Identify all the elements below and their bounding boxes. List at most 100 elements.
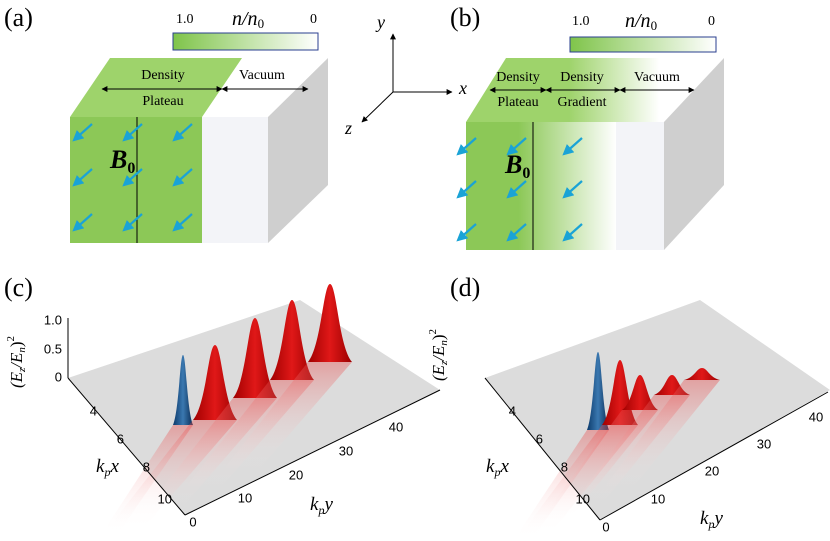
- y-axis: [184, 389, 441, 516]
- ticks: 1.0 0.5 0 4 6 8 10 0 10 20 30 40: [44, 312, 403, 529]
- tick-label: 10: [238, 490, 252, 505]
- axes-icon: y x z: [344, 12, 467, 138]
- surface: [513, 352, 720, 540]
- field-arrow: [456, 223, 477, 242]
- colorbar-title: n/n0: [232, 8, 264, 31]
- tick-label: 8: [561, 459, 568, 474]
- tick-label: 10: [576, 491, 590, 506]
- peak: [193, 345, 237, 420]
- colorbar-min: 0: [708, 14, 715, 29]
- field-arrow: [172, 213, 193, 232]
- y-axis: [599, 391, 829, 521]
- field-arrow: [122, 168, 143, 187]
- tick-label: 6: [536, 431, 543, 446]
- field-arrow: [72, 213, 93, 232]
- colorbar-max: 1.0: [176, 12, 194, 27]
- panel-b: (b) 1.0 n/n0 0 Density Plateau Density G…: [450, 3, 724, 250]
- tick-label: 40: [809, 409, 823, 424]
- z-label: (Ez/En)2: [427, 329, 450, 381]
- colorbar: [172, 32, 319, 51]
- peak: [684, 368, 720, 380]
- region-label: Density: [496, 70, 540, 85]
- region-label: Vacuum: [239, 68, 285, 83]
- colorbar-title: n/n0: [625, 10, 657, 33]
- field-arrow: [562, 180, 583, 199]
- axis-label: y: [375, 12, 385, 32]
- field-arrow: [456, 137, 477, 156]
- tick-label: 6: [117, 431, 124, 446]
- panel-d: (d) 4 6 8 10 0 10 20 30 40 (Ez/En)2 kpx kpy: [427, 273, 830, 540]
- tick-label: 1.0: [44, 312, 62, 327]
- panel-a: (a) 1.0 n/n0 0 Density Plateau Vacuum B0: [4, 3, 328, 243]
- panel-label: (a): [4, 3, 33, 32]
- tick-label: 0: [602, 519, 609, 534]
- field-label: B0: [109, 145, 135, 177]
- axis-label: z: [344, 118, 352, 138]
- peak: [587, 352, 609, 430]
- field-arrow: [506, 137, 527, 156]
- box-side: [268, 58, 328, 243]
- panel-label: (c): [4, 273, 33, 302]
- streak: [602, 380, 720, 490]
- peak: [622, 375, 658, 410]
- field-arrow: [172, 123, 193, 142]
- field-arrow: [506, 223, 527, 242]
- field-arrow: [506, 180, 527, 199]
- y-label: kpy: [310, 494, 333, 516]
- tick-label: 4: [90, 403, 97, 418]
- panel-label: (b): [450, 3, 480, 32]
- field-arrow: [456, 180, 477, 199]
- field-arrow: [72, 168, 93, 187]
- colorbar-max: 1.0: [572, 14, 590, 29]
- region-label: Plateau: [497, 95, 538, 110]
- tick-label: 4: [509, 403, 516, 418]
- tick-label: 10: [158, 491, 172, 506]
- colorbar-min: 0: [310, 12, 317, 27]
- tick-label: 20: [289, 467, 303, 482]
- vacuum-front: [202, 117, 268, 243]
- panel-label: (d): [450, 273, 480, 302]
- tick-label: 8: [143, 459, 150, 474]
- panel-c: (c) 1.0 0.5 0 4 6 8 10 0 10 20 30 40 (Ez/En)2 kpx k…: [4, 273, 441, 535]
- streak: [221, 362, 352, 472]
- field-arrow: [72, 123, 93, 142]
- field-arrow: [562, 223, 583, 242]
- surface: [101, 284, 352, 535]
- x-axis: [484, 377, 601, 521]
- tick-label: 0.5: [44, 341, 62, 356]
- tick-label: 0: [189, 514, 196, 529]
- peak: [270, 300, 314, 380]
- axis-label: x: [458, 78, 467, 98]
- field-arrow: [122, 123, 143, 142]
- tick-label: 20: [705, 463, 719, 478]
- x-label: kpx: [96, 456, 119, 478]
- field-arrow: [122, 213, 143, 232]
- tick-label: 0: [55, 369, 62, 384]
- colorbar: [569, 36, 717, 53]
- field-arrow: [172, 168, 193, 187]
- tick-label: 10: [651, 491, 665, 506]
- x-label: kpx: [486, 456, 509, 478]
- tick-label: 40: [389, 419, 403, 434]
- region-label: Density: [141, 68, 185, 83]
- y-label: kpy: [700, 508, 723, 530]
- z-label: (Ez/En)2: [5, 336, 28, 388]
- peak: [308, 284, 352, 362]
- axis-arrow: [361, 91, 394, 123]
- field-arrows: [72, 123, 193, 232]
- field-label: B0: [504, 150, 530, 182]
- field-arrow: [562, 137, 583, 156]
- field-arrows: [456, 137, 583, 242]
- region-label: Plateau: [142, 94, 183, 109]
- region-label: Vacuum: [634, 70, 680, 85]
- region-label: Gradient: [558, 95, 607, 110]
- peak: [173, 355, 193, 425]
- tick-label: 30: [757, 436, 771, 451]
- box-side: [664, 58, 724, 250]
- plateau-front: [466, 122, 616, 250]
- x-axis: [67, 377, 186, 516]
- ticks: 4 6 8 10 0 10 20 30 40: [509, 403, 823, 534]
- region-label: Density: [560, 70, 604, 85]
- peak: [233, 318, 277, 398]
